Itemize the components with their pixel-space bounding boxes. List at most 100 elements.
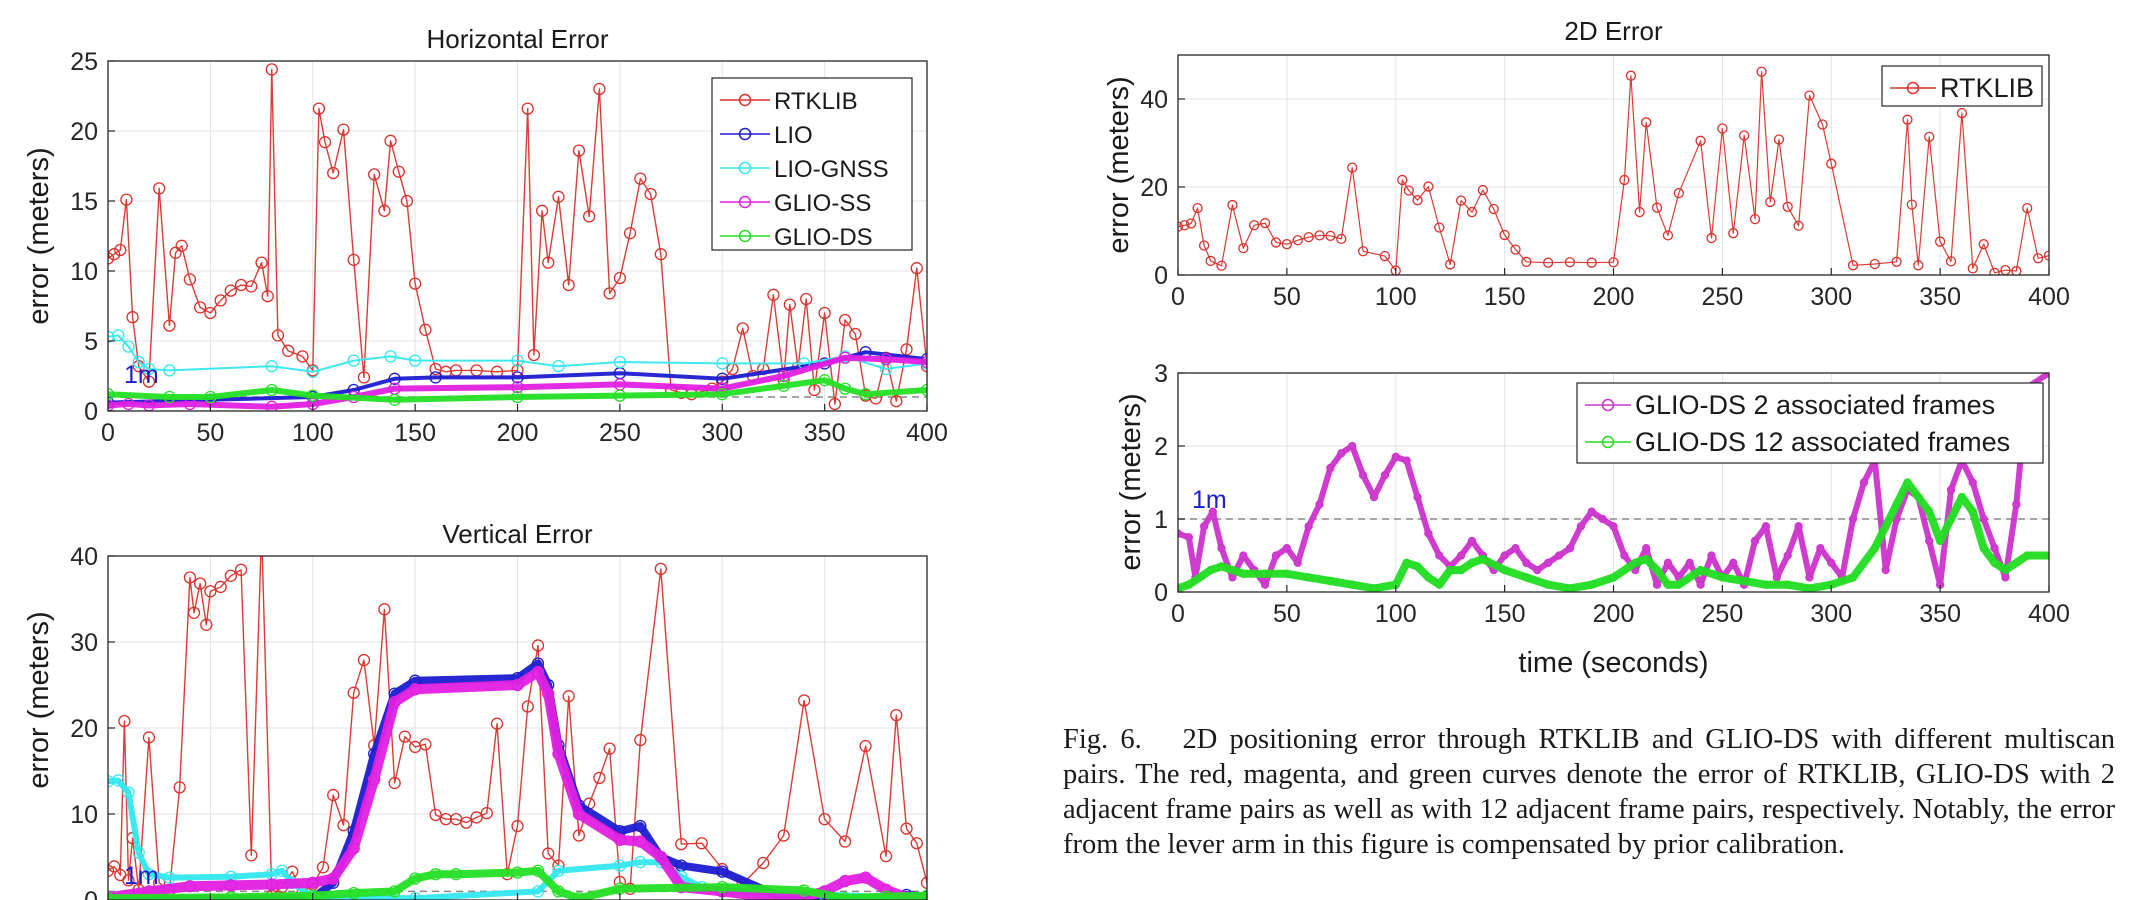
data-point bbox=[1554, 551, 1564, 560]
data-point bbox=[357, 371, 371, 384]
data-point bbox=[384, 350, 397, 363]
data-point bbox=[777, 369, 790, 383]
data-point bbox=[1397, 174, 1408, 186]
data-point bbox=[1696, 565, 1705, 575]
data-point bbox=[1303, 232, 1314, 243]
data-point bbox=[1227, 199, 1238, 211]
data-point bbox=[2023, 551, 2032, 560]
y-tick-label: 40 bbox=[1140, 86, 1168, 114]
data-point bbox=[879, 353, 893, 366]
x-tick-label: 100 bbox=[292, 419, 334, 447]
data-point bbox=[1391, 452, 1400, 462]
legend-label: RTKLIB bbox=[1940, 73, 2034, 103]
data-point bbox=[378, 603, 391, 616]
data-point bbox=[1337, 449, 1346, 458]
data-point bbox=[1903, 478, 1912, 487]
data-point bbox=[572, 892, 586, 900]
data-point bbox=[634, 856, 647, 869]
data-point bbox=[1239, 551, 1248, 560]
data-point bbox=[695, 837, 708, 850]
data-point bbox=[142, 362, 156, 376]
data-point bbox=[1195, 573, 1204, 582]
x-tick-label: 100 bbox=[1375, 283, 1417, 311]
x-tick-label: 300 bbox=[701, 419, 743, 447]
data-point bbox=[1424, 529, 1433, 538]
series-line bbox=[108, 667, 927, 900]
data-point bbox=[1620, 551, 1629, 560]
data-point bbox=[1826, 158, 1837, 169]
series-line bbox=[1178, 373, 2049, 588]
data-point bbox=[214, 580, 227, 594]
data-point bbox=[204, 390, 217, 404]
data-point bbox=[1773, 134, 1785, 145]
data-point bbox=[1402, 456, 1411, 465]
data-point bbox=[1847, 260, 1859, 271]
data-point bbox=[1467, 558, 1477, 567]
series-rtklib bbox=[1178, 66, 2049, 275]
data-point bbox=[1347, 162, 1358, 173]
data-point bbox=[256, 525, 267, 536]
legend-item: LIO bbox=[720, 122, 813, 149]
data-point bbox=[767, 288, 780, 301]
y-tick-label: 10 bbox=[70, 801, 98, 829]
series-line bbox=[1178, 71, 2049, 274]
data-point bbox=[1259, 217, 1271, 229]
data-point bbox=[1673, 188, 1684, 199]
x-tick-label: 100 bbox=[1375, 600, 1417, 628]
data-point bbox=[511, 819, 524, 833]
data-point bbox=[910, 837, 923, 850]
y-tick-label: 3 bbox=[1154, 360, 1168, 388]
data-point bbox=[163, 364, 176, 377]
data-point bbox=[716, 357, 729, 370]
data-point bbox=[1925, 507, 1934, 516]
data-point bbox=[271, 329, 285, 342]
legend-marker bbox=[1601, 435, 1615, 449]
series-line bbox=[108, 354, 927, 410]
data-point bbox=[521, 700, 534, 713]
data-point bbox=[1924, 131, 1935, 142]
legend-marker bbox=[738, 161, 752, 175]
y-tick-label: 20 bbox=[1140, 174, 1168, 202]
data-point bbox=[521, 102, 534, 115]
data-point bbox=[1216, 260, 1227, 271]
data-point bbox=[552, 747, 565, 760]
data-point bbox=[1816, 544, 1825, 553]
data-point bbox=[224, 284, 238, 297]
data-point bbox=[800, 292, 813, 306]
data-point bbox=[1402, 558, 1411, 567]
data-point bbox=[306, 389, 319, 402]
data-point bbox=[511, 866, 524, 879]
data-point bbox=[490, 717, 504, 730]
x-tick-label: 0 bbox=[101, 419, 115, 447]
data-point bbox=[1914, 492, 1923, 502]
data-point bbox=[1292, 235, 1303, 246]
data-point bbox=[1968, 478, 1977, 487]
data-point bbox=[1609, 522, 1618, 531]
legend-label: GLIO-DS 2 associated frames bbox=[1635, 390, 1995, 420]
data-point bbox=[613, 355, 627, 369]
data-point bbox=[275, 864, 289, 877]
data-point bbox=[511, 381, 524, 394]
data-point bbox=[347, 886, 360, 900]
data-point bbox=[1805, 573, 1814, 582]
data-point bbox=[1906, 199, 1917, 210]
y-tick-label: 0 bbox=[84, 887, 98, 900]
plot-series bbox=[1178, 66, 2049, 275]
data-point bbox=[2022, 202, 2033, 214]
data-point bbox=[1817, 119, 1828, 130]
data-point bbox=[392, 165, 405, 178]
data-point bbox=[1544, 580, 1553, 589]
data-point bbox=[388, 393, 401, 406]
data-point bbox=[1717, 123, 1728, 134]
data-point bbox=[1652, 565, 1662, 575]
data-point bbox=[535, 204, 549, 217]
data-point bbox=[1510, 244, 1521, 255]
data-point bbox=[347, 354, 360, 367]
data-point bbox=[1185, 218, 1197, 229]
data-point bbox=[400, 194, 414, 208]
legend-item: RTKLIB bbox=[1890, 73, 2034, 103]
data-point bbox=[1794, 522, 1803, 531]
data-point bbox=[1522, 573, 1531, 582]
legend-marker bbox=[738, 229, 752, 243]
data-point bbox=[1522, 558, 1531, 567]
